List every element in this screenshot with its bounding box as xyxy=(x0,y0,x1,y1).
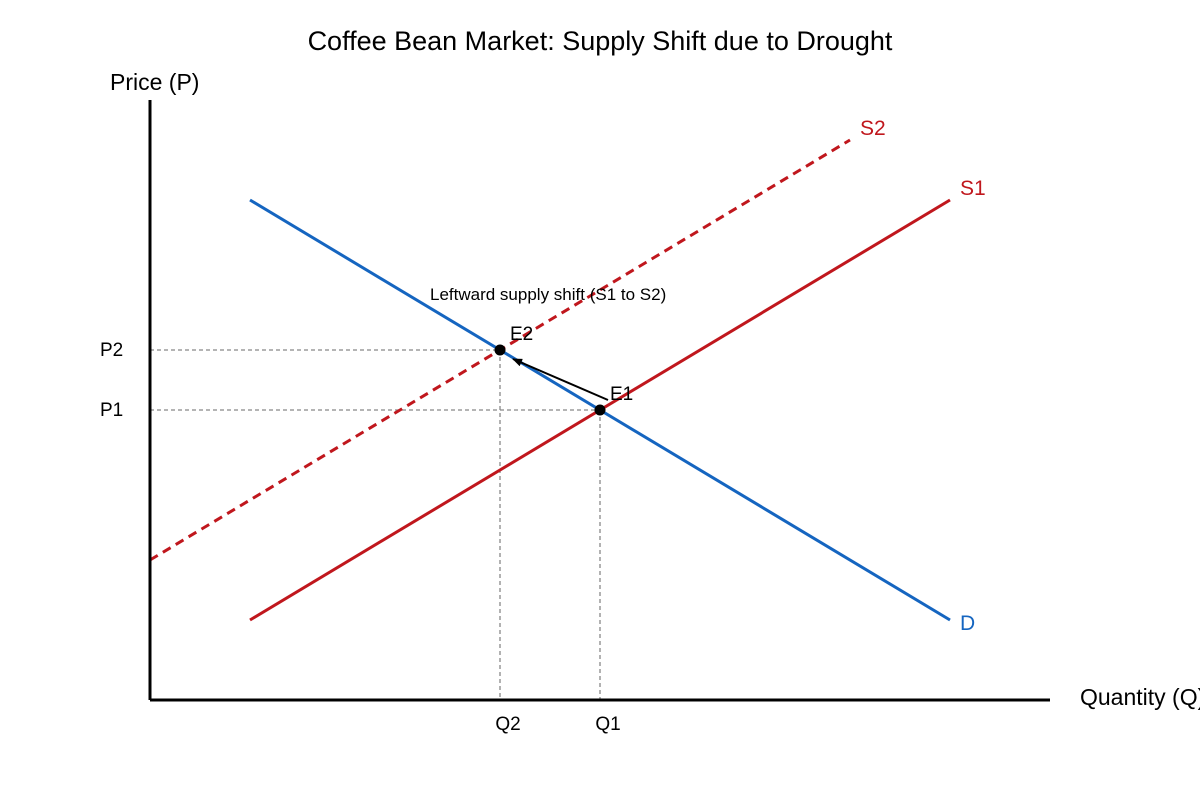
quantity-tick-q2: Q2 xyxy=(495,714,520,735)
equilibrium-point-e1 xyxy=(594,404,606,416)
x-axis-label: Quantity (Q) xyxy=(1080,684,1200,710)
curve-label-s1: S1 xyxy=(960,177,986,200)
price-tick-p2: P2 xyxy=(100,340,123,361)
point-label-e2: E2 xyxy=(510,324,533,345)
price-tick-p1: P1 xyxy=(100,400,123,421)
shift-arrow xyxy=(512,358,609,401)
point-label-e1: E1 xyxy=(610,384,633,405)
curve-label-s2: S2 xyxy=(860,117,886,140)
y-axis-label: Price (P) xyxy=(110,69,199,95)
curve-label-d: D xyxy=(960,612,975,635)
shift-annotation: Leftward supply shift (S1 to S2) xyxy=(430,285,666,304)
chart-title: Coffee Bean Market: Supply Shift due to … xyxy=(308,26,893,56)
equilibrium-point-e2 xyxy=(494,344,506,356)
quantity-tick-q1: Q1 xyxy=(595,714,620,735)
